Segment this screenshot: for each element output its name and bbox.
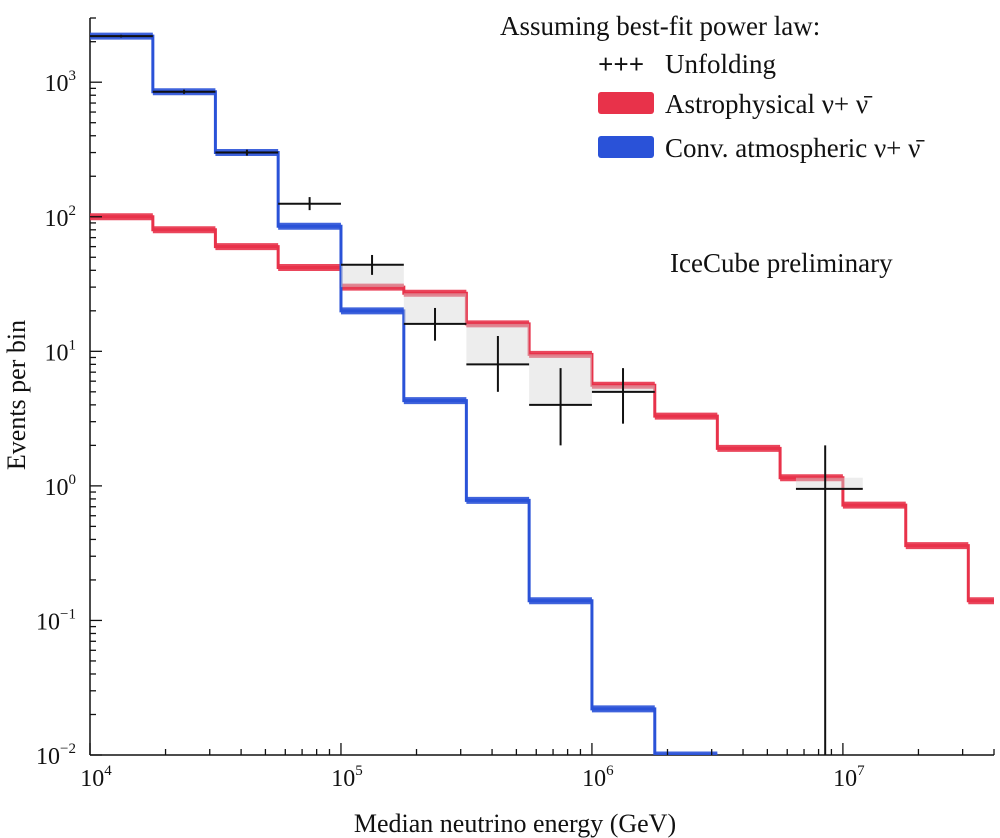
legend-title: Assuming best-fit power law:	[500, 11, 820, 41]
y-tick-label: 100	[45, 472, 77, 501]
unfolding-shading	[340, 264, 863, 489]
x-tick-label: 107	[833, 763, 865, 792]
y-axis-title: Events per bin	[2, 320, 31, 470]
series-unfolding	[90, 34, 863, 755]
tick-layer: 104 105 106 107 103 102 101 100 10−1 10−2	[36, 17, 995, 792]
y-tick-label: 10−2	[36, 741, 76, 770]
legend-symbol-unfolding: +++	[598, 49, 644, 79]
step-line	[90, 34, 718, 755]
legend-label-astrophysical: Astrophysical ν+ ν̄	[665, 89, 873, 119]
legend-label-atmospheric: Conv. atmospheric ν+ ν̄	[665, 133, 925, 163]
legend-label-unfolding: Unfolding	[665, 49, 776, 79]
x-tick-label: 106	[582, 763, 614, 792]
legend-swatch-astrophysical	[598, 92, 654, 114]
x-tick-label: 104	[80, 763, 112, 792]
unfolding-shade-box	[795, 477, 863, 489]
x-tick-label: 105	[331, 763, 363, 792]
unfolding-shade-box	[340, 264, 404, 288]
y-tick-label: 101	[45, 337, 77, 366]
series-astrophysical	[90, 213, 994, 605]
annotation-icecube: IceCube preliminary	[670, 248, 893, 278]
y-tick-label: 102	[45, 203, 77, 232]
y-tick-label: 103	[45, 68, 77, 97]
legend: Assuming best-fit power law: +++ Unfoldi…	[500, 11, 925, 163]
legend-swatch-atmospheric	[598, 136, 654, 158]
x-axis-title: Median neutrino energy (GeV)	[354, 809, 676, 838]
step-line	[90, 215, 994, 603]
y-tick-label: 10−1	[36, 606, 76, 635]
data-layer	[90, 32, 994, 755]
